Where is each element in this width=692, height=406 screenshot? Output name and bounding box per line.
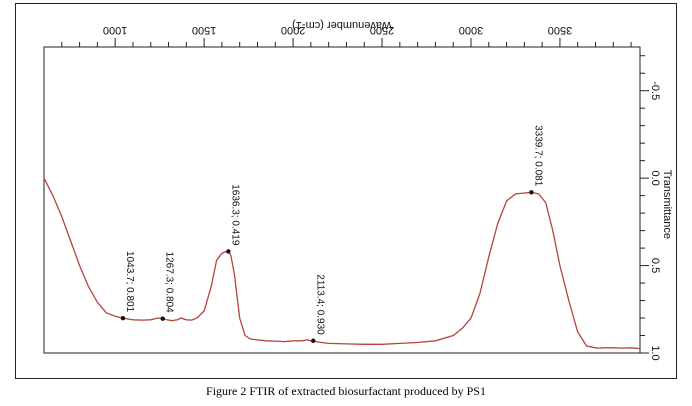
x-tick-label: 1500 bbox=[192, 24, 216, 36]
peak-label: 1043.7; 0.801 bbox=[124, 251, 135, 313]
plot-area bbox=[43, 46, 641, 354]
figure-caption: Figure 2 FTIR of extracted biosurfactant… bbox=[206, 384, 486, 398]
x-tick-label: 2000 bbox=[281, 24, 305, 36]
peak-label: 3339.7; 0.081 bbox=[532, 125, 543, 187]
y-tick-label: 1.0 bbox=[649, 345, 661, 360]
peak-marker bbox=[226, 249, 231, 254]
x-tick-label: 3500 bbox=[548, 24, 572, 36]
peak-marker bbox=[120, 316, 126, 321]
y-tick-label: -0.5 bbox=[649, 81, 661, 100]
peak-label: 1267.3; 0.804 bbox=[164, 252, 175, 314]
x-tick-label: 3000 bbox=[459, 24, 483, 36]
peak-marker bbox=[311, 338, 316, 343]
peak-label: 1636.3; 0.419 bbox=[229, 184, 240, 246]
y-tick-label: 0.0 bbox=[649, 170, 661, 185]
peak-marker bbox=[160, 316, 165, 321]
y-tick-label: 0.5 bbox=[649, 258, 661, 273]
figure-frame bbox=[15, 3, 677, 379]
peak-marker bbox=[529, 190, 534, 195]
peak-label: 2113.4; 0.930 bbox=[314, 274, 325, 335]
x-tick-label: 2500 bbox=[370, 24, 394, 36]
x-tick-label: 1000 bbox=[103, 24, 127, 36]
y-axis-label: Transmittance bbox=[661, 170, 673, 239]
series-line bbox=[43, 177, 641, 350]
x-axis-label: Wavenumber (cm-1) bbox=[292, 19, 392, 31]
ftir-chart: 1000 1500 2000 2500 3000 3500 Wavenumber (cm-1… bbox=[43, 19, 673, 361]
